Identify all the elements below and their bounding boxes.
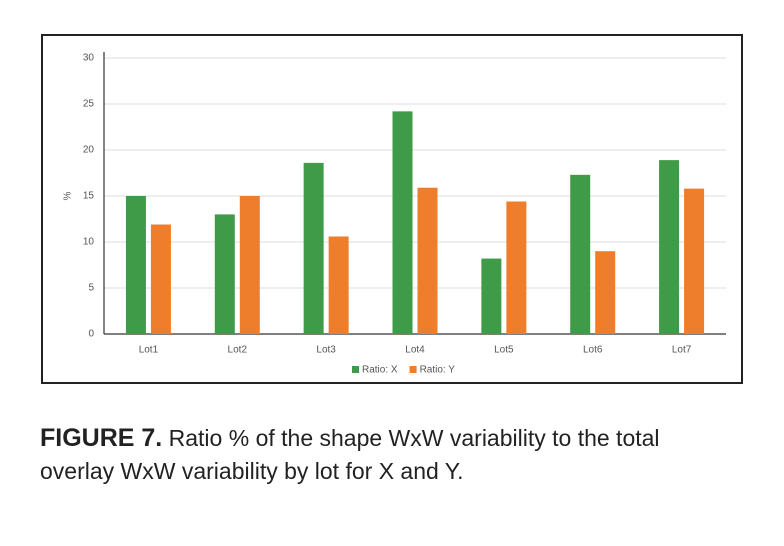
bar bbox=[392, 111, 413, 334]
bar bbox=[506, 201, 527, 334]
bar bbox=[239, 196, 260, 334]
y-tick-label: 10 bbox=[83, 237, 95, 248]
bar bbox=[125, 196, 146, 334]
bar bbox=[214, 214, 235, 334]
bar bbox=[684, 188, 705, 334]
x-tick-label: Lot1 bbox=[139, 345, 159, 356]
x-tick-label: Lot3 bbox=[316, 345, 336, 356]
legend-label: Ratio: X bbox=[362, 365, 398, 376]
bar bbox=[303, 162, 324, 334]
chart-frame bbox=[41, 34, 743, 384]
y-tick-label: 25 bbox=[83, 99, 95, 110]
bar bbox=[595, 251, 616, 334]
figure-label: FIGURE 7. bbox=[40, 424, 163, 452]
bar bbox=[659, 160, 680, 334]
bar bbox=[570, 174, 591, 334]
caption: FIGURE 7. Ratio % of the shape WxW varia… bbox=[40, 422, 740, 488]
chart: % 0 5 10 15 20 25 30 Lot1 Lot2 Lot3 Lot4 Lot5 Lot6 Lo… bbox=[41, 34, 743, 384]
caption-text: Ratio % of the shape WxW variability to … bbox=[40, 425, 660, 484]
y-tick-label: 30 bbox=[83, 53, 95, 64]
bar bbox=[328, 236, 349, 334]
legend-swatch bbox=[409, 366, 417, 373]
x-tick-label: Lot4 bbox=[405, 345, 425, 356]
y-axis-label: % bbox=[63, 191, 74, 200]
x-tick-label: Lot6 bbox=[583, 345, 603, 356]
y-tick-label: 5 bbox=[88, 283, 94, 294]
bar bbox=[150, 224, 171, 334]
y-tick-label: 20 bbox=[83, 145, 95, 156]
y-tick-label: 15 bbox=[83, 191, 95, 202]
x-tick-label: Lot2 bbox=[228, 345, 248, 356]
x-tick-label: Lot5 bbox=[494, 345, 514, 356]
y-tick-label: 0 bbox=[88, 329, 94, 340]
bar bbox=[417, 187, 438, 334]
x-tick-label: Lot7 bbox=[672, 345, 692, 356]
bar bbox=[481, 258, 502, 334]
legend-swatch bbox=[352, 366, 359, 373]
legend-label: Ratio: Y bbox=[420, 365, 456, 376]
